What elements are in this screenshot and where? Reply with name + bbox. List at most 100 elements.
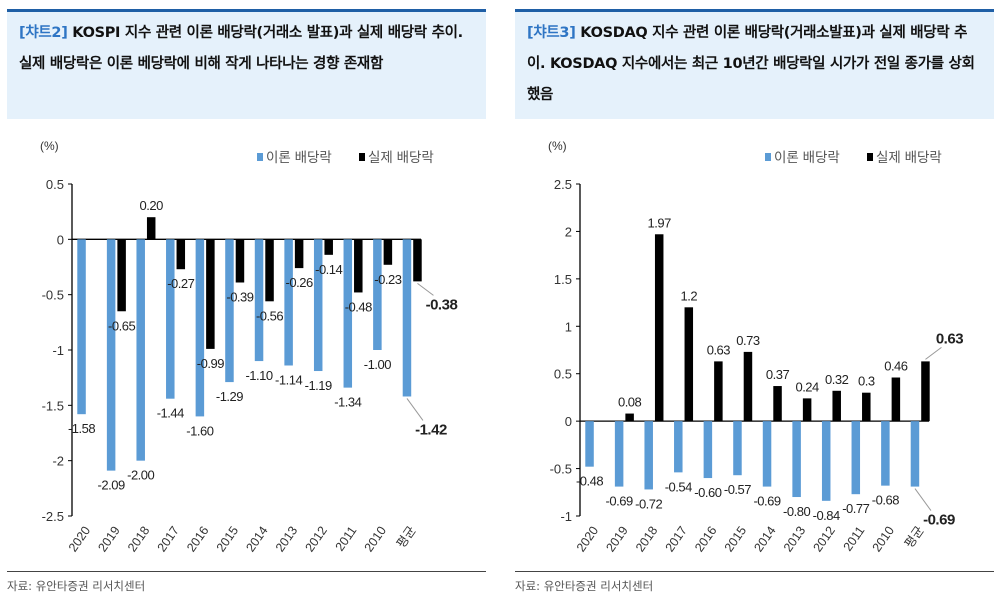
legend-label: 이론 배당락 [774,150,840,165]
y-tick-label: -0.5 [550,462,572,477]
x-tick-label: 2015 [214,524,241,555]
chart-tag: [챠트3] [527,25,576,41]
data-label: -1.10 [245,368,272,383]
data-label: 0.20 [140,198,164,213]
data-label: -0.48 [345,299,372,314]
bar-theory [821,421,831,501]
bar-theory [614,421,624,487]
x-tick-label: 2010 [870,524,897,555]
data-label: -0.69 [753,494,780,509]
data-label: -0.99 [197,356,224,371]
bar-actual [206,239,215,349]
x-tick-label: 2012 [302,524,329,555]
data-label: -1.58 [68,421,95,436]
bar-actual [773,386,782,422]
bar-actual [413,239,422,282]
chart-title: KOSPI 지수 관련 이론 배당락(거래소 발표)과 실제 배당락 추이. 실… [19,25,463,72]
data-label: -1.29 [216,389,243,404]
bar-actual [265,239,274,302]
x-tick-label: 평균 [394,524,419,551]
bar-actual [176,239,186,270]
y-tick-label: 0 [57,232,64,247]
leader-line [417,282,434,296]
bar-theory [674,421,683,473]
bar-theory [343,239,353,388]
y-tick-label: 1 [565,319,572,334]
bar-theory [792,421,801,498]
bar-theory [225,239,234,383]
x-tick-label: 2019 [603,524,630,555]
data-label: -0.84 [813,508,840,523]
bar-actual [654,234,664,422]
bar-actual [625,413,634,422]
source-note: 자료: 유안타증권 리서치센터 [7,579,146,593]
kosdaq-panel: [챠트3] KOSDAQ 지수 관련 이론 배당락(거래소발표)과 실제 배당락… [515,0,994,601]
x-tick-label: 2013 [781,524,808,555]
footer-divider [515,571,994,572]
bar-actual [921,361,930,422]
bar-theory [910,421,920,487]
data-label: -0.80 [783,504,810,519]
x-tick-label: 2014 [751,524,778,555]
x-tick-label: 2016 [692,524,719,555]
data-label: -0.14 [315,262,342,277]
bar-theory [881,421,890,486]
data-label: 0.46 [884,359,908,374]
x-tick-label: 2011 [841,524,868,554]
leader-line [914,488,932,511]
source-note: 자료: 유안타증권 리서치센터 [515,579,654,593]
x-tick-label: 2012 [810,524,837,555]
data-label: -0.54 [665,479,692,494]
leader-line [925,346,942,360]
x-tick-label: 2018 [125,524,152,555]
bar-theory [373,239,382,350]
chart-tag: [챠트2] [19,25,68,41]
data-label: 0.73 [736,333,760,348]
bar-theory [166,239,175,399]
legend-swatch [257,153,263,161]
data-label: 0.24 [795,379,819,394]
data-label: -0.38 [426,296,458,313]
bar-actual [832,390,841,422]
bar-theory [585,421,594,467]
data-label: -1.60 [186,423,213,438]
chart-title: KOSDAQ 지수 관련 이론 배당락(거래소발표)과 실제 배당락 추이. K… [527,25,975,103]
data-label: -0.69 [923,512,955,529]
leader-line [406,398,424,421]
bar-theory [136,239,145,461]
chart-header: [챠트3] KOSDAQ 지수 관련 이론 배당락(거래소발표)과 실제 배당락… [515,9,994,119]
data-label: -0.57 [724,482,751,497]
legend-swatch [867,153,873,161]
data-label: -0.65 [108,318,135,333]
data-label: -0.26 [286,275,313,290]
x-tick-label: 2017 [663,524,690,555]
y-tick-label: 0.5 [554,367,572,382]
x-tick-label: 2018 [633,524,660,555]
y-tick-label: -1.5 [42,398,64,413]
y-tick-label: 2 [565,224,572,239]
bar-theory [733,421,742,476]
bar-theory [106,239,116,471]
data-label: -0.68 [872,493,899,508]
bar-theory [762,421,772,487]
bar-theory [851,421,861,495]
x-tick-label: 2015 [722,524,749,555]
x-tick-label: 2017 [155,524,182,555]
data-label: -2.09 [98,478,125,493]
y-tick-label: 0.5 [46,177,64,192]
data-label: 0.3 [858,374,875,389]
x-tick-label: 2020 [574,524,601,555]
x-tick-label: 2016 [184,524,211,555]
bar-actual [235,239,245,283]
bar-actual [743,351,753,422]
y-tick-label: 2.5 [554,177,572,192]
bar-theory [284,239,293,366]
y-tick-label: -1 [560,509,572,524]
x-tick-label: 2014 [243,524,270,555]
data-label: -0.39 [226,289,253,304]
data-label: -1.00 [364,357,391,372]
data-label: -0.27 [167,276,194,291]
data-label: 0.08 [618,395,642,410]
